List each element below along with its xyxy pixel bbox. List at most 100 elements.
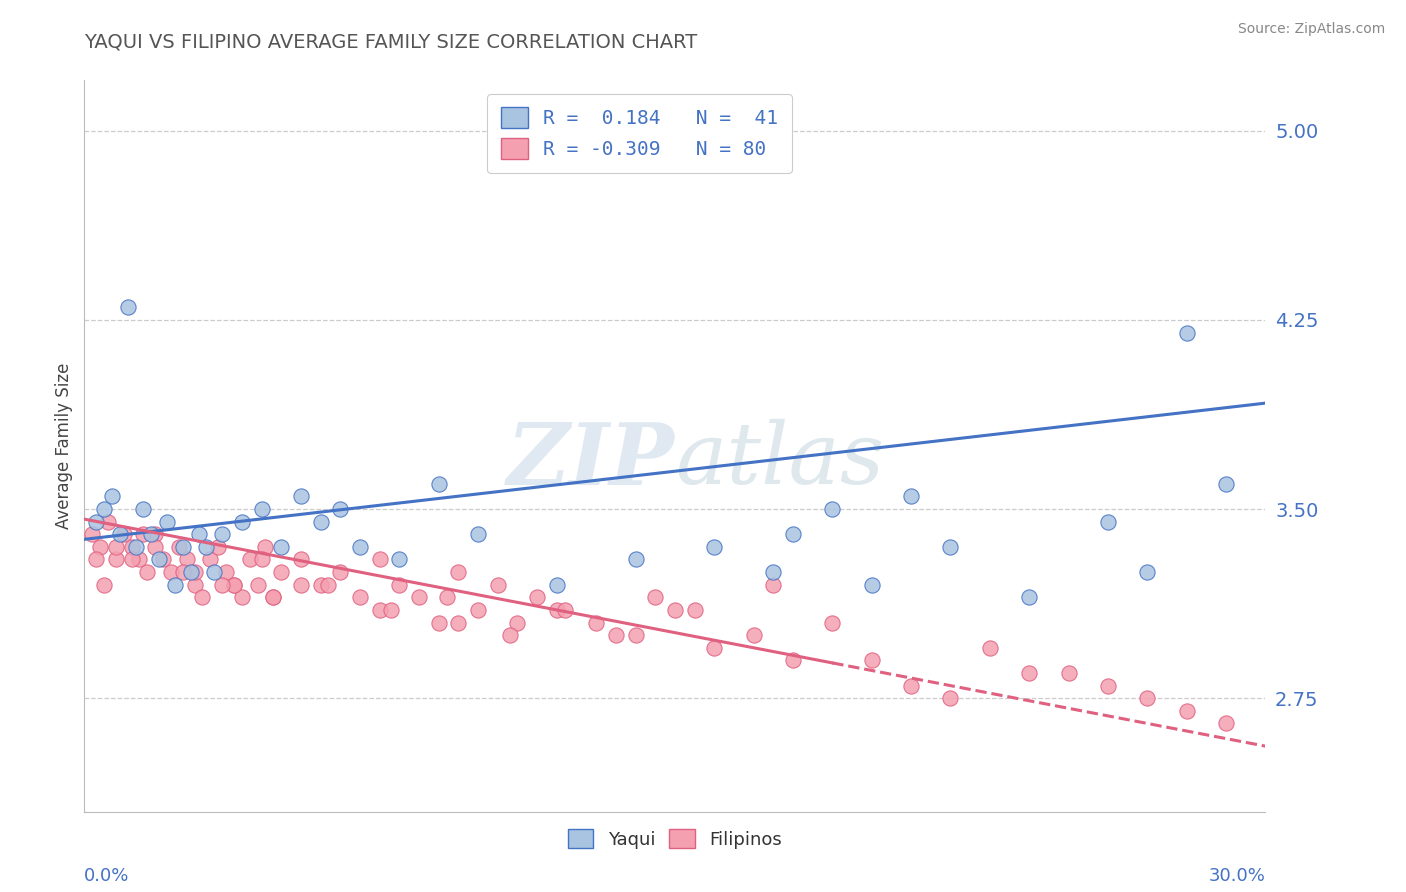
Point xyxy=(349,591,371,605)
Point xyxy=(1136,691,1159,706)
Point xyxy=(683,603,706,617)
Point xyxy=(644,591,666,605)
Point xyxy=(176,552,198,566)
Point xyxy=(200,552,222,566)
Point xyxy=(121,540,143,554)
Point xyxy=(605,628,627,642)
Point xyxy=(585,615,607,630)
Point xyxy=(132,502,155,516)
Point xyxy=(290,578,312,592)
Point xyxy=(546,578,568,592)
Point xyxy=(447,615,470,630)
Point xyxy=(624,628,647,642)
Text: Source: ZipAtlas.com: Source: ZipAtlas.com xyxy=(1237,22,1385,37)
Point xyxy=(1018,665,1040,680)
Point xyxy=(762,565,785,579)
Point xyxy=(467,527,489,541)
Text: ZIP: ZIP xyxy=(508,419,675,502)
Point xyxy=(1097,515,1119,529)
Point xyxy=(329,502,352,516)
Point xyxy=(132,527,155,541)
Point xyxy=(187,527,209,541)
Point xyxy=(447,565,470,579)
Point xyxy=(703,540,725,554)
Point xyxy=(388,552,411,566)
Point xyxy=(121,552,143,566)
Point xyxy=(1175,326,1198,340)
Point xyxy=(368,603,391,617)
Point xyxy=(408,591,430,605)
Point xyxy=(821,502,844,516)
Point xyxy=(195,540,218,554)
Point xyxy=(180,565,202,579)
Point xyxy=(148,552,170,566)
Point xyxy=(624,552,647,566)
Point xyxy=(117,300,139,314)
Point xyxy=(900,490,922,504)
Point xyxy=(156,515,179,529)
Point xyxy=(270,540,292,554)
Point xyxy=(231,591,253,605)
Point xyxy=(1018,591,1040,605)
Point xyxy=(309,578,332,592)
Point xyxy=(290,552,312,566)
Point xyxy=(172,565,194,579)
Point xyxy=(782,527,804,541)
Point xyxy=(1215,716,1237,731)
Point xyxy=(250,552,273,566)
Point xyxy=(821,615,844,630)
Point xyxy=(349,540,371,554)
Point xyxy=(215,565,238,579)
Point xyxy=(368,552,391,566)
Y-axis label: Average Family Size: Average Family Size xyxy=(55,363,73,529)
Point xyxy=(183,578,205,592)
Point xyxy=(207,540,229,554)
Point xyxy=(506,615,529,630)
Legend: Yaqui, Filipinos: Yaqui, Filipinos xyxy=(558,820,792,857)
Point xyxy=(97,515,120,529)
Point xyxy=(143,540,166,554)
Point xyxy=(82,527,104,541)
Point xyxy=(141,527,163,541)
Point xyxy=(526,591,548,605)
Point xyxy=(762,578,785,592)
Point xyxy=(939,540,962,554)
Point xyxy=(211,527,233,541)
Point xyxy=(860,578,883,592)
Point xyxy=(239,552,262,566)
Point xyxy=(163,578,186,592)
Point xyxy=(222,578,245,592)
Text: 0.0%: 0.0% xyxy=(84,867,129,885)
Point xyxy=(143,527,166,541)
Point xyxy=(124,540,146,554)
Point xyxy=(254,540,277,554)
Point xyxy=(782,653,804,667)
Point xyxy=(101,490,124,504)
Point xyxy=(427,476,450,491)
Point xyxy=(202,565,225,579)
Point xyxy=(979,640,1001,655)
Point xyxy=(104,540,127,554)
Point xyxy=(742,628,765,642)
Point xyxy=(318,578,340,592)
Point xyxy=(1057,665,1080,680)
Point xyxy=(388,578,411,592)
Point xyxy=(250,502,273,516)
Point xyxy=(467,603,489,617)
Point xyxy=(939,691,962,706)
Point xyxy=(1215,476,1237,491)
Point xyxy=(167,540,190,554)
Point xyxy=(329,565,352,579)
Point xyxy=(860,653,883,667)
Point xyxy=(546,603,568,617)
Point xyxy=(172,540,194,554)
Point xyxy=(1136,565,1159,579)
Point xyxy=(1175,704,1198,718)
Point xyxy=(93,578,115,592)
Text: 30.0%: 30.0% xyxy=(1209,867,1265,885)
Point xyxy=(128,552,150,566)
Point xyxy=(309,515,332,529)
Point xyxy=(246,578,269,592)
Point xyxy=(89,540,111,554)
Point xyxy=(900,679,922,693)
